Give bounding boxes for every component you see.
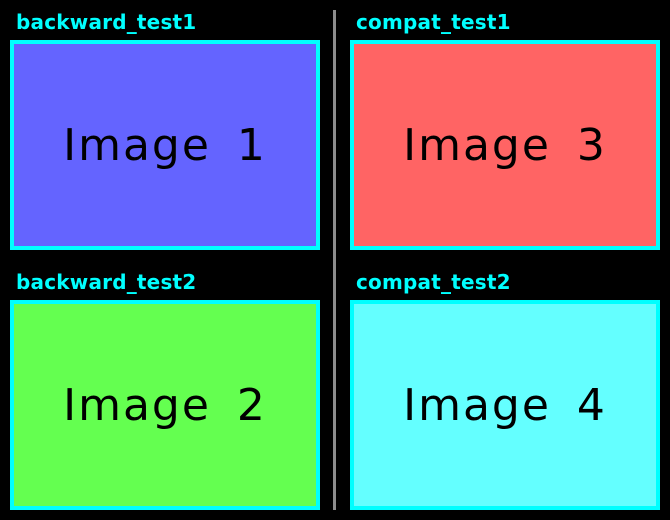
panel-label-compat-test2: compat_test2 xyxy=(356,270,511,294)
image-tile-4: Image 4 xyxy=(350,300,660,510)
image-tile-text: Image 3 xyxy=(403,119,607,171)
image-tile-text: Image 4 xyxy=(403,379,607,431)
panel-label-compat-test1: compat_test1 xyxy=(356,10,511,34)
image-tile-1: Image 1 xyxy=(10,40,320,250)
image-tile-3: Image 3 xyxy=(350,40,660,250)
panel-label-backward-test1: backward_test1 xyxy=(16,10,197,34)
panel-label-backward-test2: backward_test2 xyxy=(16,270,197,294)
vertical-divider xyxy=(333,10,336,510)
image-tile-text: Image 1 xyxy=(63,119,267,171)
image-tile-text: Image 2 xyxy=(63,379,267,431)
image-tile-2: Image 2 xyxy=(10,300,320,510)
